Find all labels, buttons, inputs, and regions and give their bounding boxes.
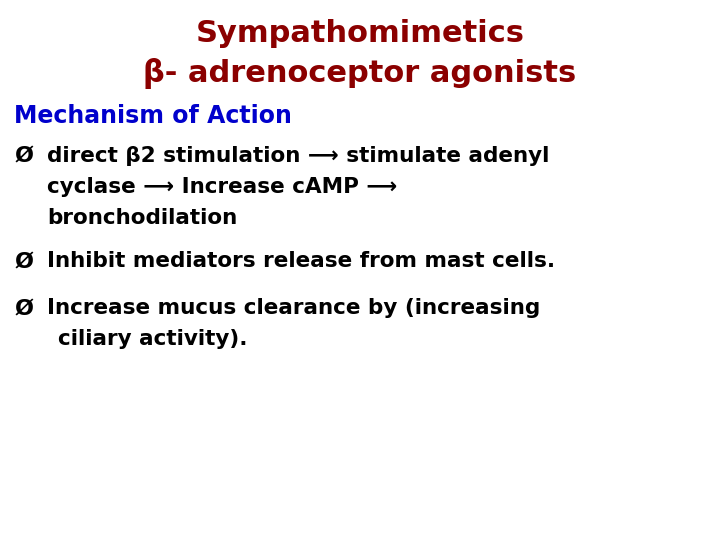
- Text: direct β2 stimulation ⟶ stimulate adenyl: direct β2 stimulation ⟶ stimulate adenyl: [47, 146, 549, 166]
- Text: cyclase ⟶ Increase cAMP ⟶: cyclase ⟶ Increase cAMP ⟶: [47, 177, 397, 197]
- Text: Ø: Ø: [14, 298, 33, 318]
- Text: Increase mucus clearance by (increasing: Increase mucus clearance by (increasing: [47, 298, 540, 318]
- Text: Mechanism of Action: Mechanism of Action: [14, 104, 292, 127]
- Text: Sympathomimetics: Sympathomimetics: [196, 19, 524, 48]
- Text: Inhibit mediators release from mast cells.: Inhibit mediators release from mast cell…: [47, 251, 555, 271]
- Text: ciliary activity).: ciliary activity).: [58, 329, 247, 349]
- Text: Ø: Ø: [14, 146, 33, 166]
- Text: bronchodilation: bronchodilation: [47, 208, 237, 228]
- Text: Ø: Ø: [14, 251, 33, 271]
- Text: β- adrenoceptor agonists: β- adrenoceptor agonists: [143, 58, 577, 89]
